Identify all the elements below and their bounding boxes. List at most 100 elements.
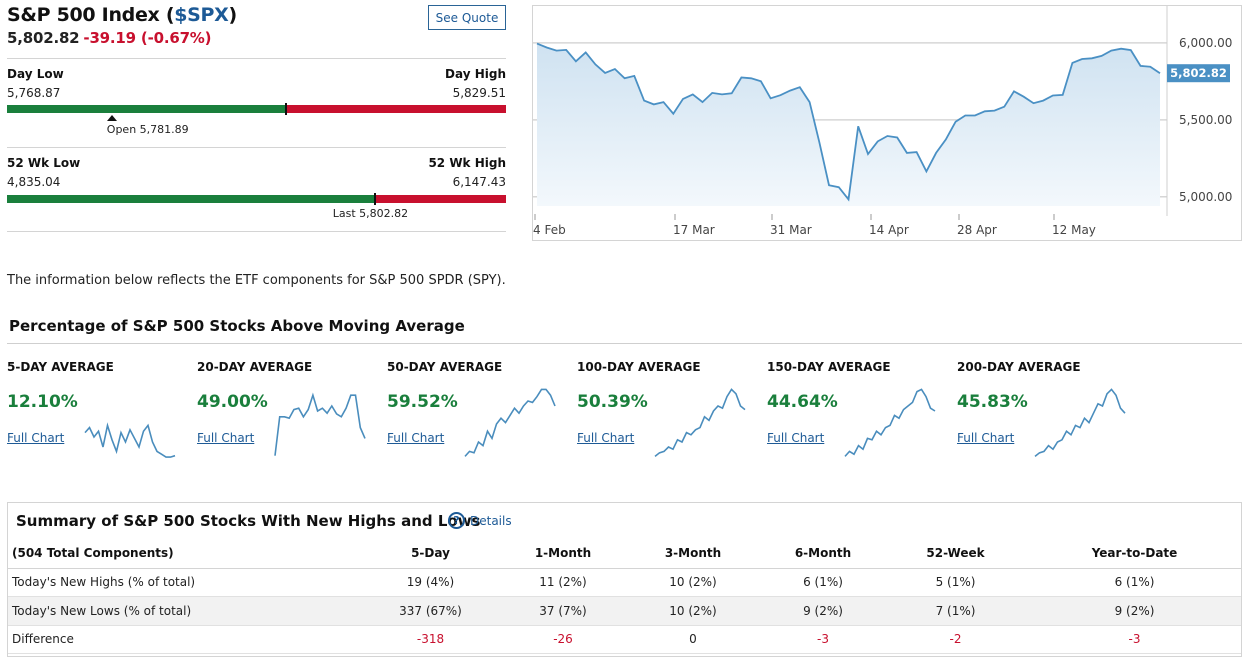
price-line — [536, 42, 1161, 202]
price-chart-svg: 6,000.00 5,500.00 5,000.00 5,802.82 4 Feb 17 … — [533, 6, 1232, 237]
moving-average-label: 50-DAY AVERAGE — [387, 360, 503, 374]
table-cell: -3 — [763, 625, 883, 654]
open-price-text: Open 5,781.89 — [106, 123, 189, 136]
day-low-value: 5,768.87 — [7, 86, 61, 100]
etf-info-text: The information below reflects the ETF c… — [7, 273, 506, 288]
last-value-label: 5,802.82 — [1170, 66, 1227, 80]
column-header: 3-Month — [623, 539, 763, 569]
sparkline — [84, 422, 176, 458]
sparkline-series — [464, 388, 556, 457]
column-header: 52-Week — [883, 539, 1028, 569]
table-cell: 19 (4%) — [358, 568, 503, 597]
new-highs-lows-summary: Summary of S&P 500 Stocks With New Highs… — [7, 502, 1242, 657]
last-price-text: Last 5,802.82 — [332, 207, 409, 220]
table-cell: 6 (1%) — [1028, 568, 1241, 597]
full-chart-link[interactable]: Full Chart — [7, 431, 65, 445]
sparkline-series — [84, 422, 176, 458]
52wk-range-marker — [373, 193, 376, 205]
y-tick-label: 5,500.00 — [1179, 113, 1232, 127]
price-line: 5,802.82 -39.19 (-0.67%) — [7, 29, 211, 47]
sparkline — [274, 392, 366, 456]
help-icon[interactable]: ? — [448, 512, 465, 529]
divider — [7, 231, 506, 232]
sparkline — [844, 388, 936, 457]
moving-average-value: 44.64% — [767, 392, 838, 412]
column-header: 6-Month — [763, 539, 883, 569]
table-cell: -2 — [883, 625, 1028, 654]
x-tick-label: 28 Apr — [957, 223, 997, 237]
row-label: Difference — [8, 625, 358, 654]
column-header: (504 Total Components) — [8, 539, 358, 569]
price-area — [537, 43, 1160, 206]
column-header: 1-Month — [503, 539, 623, 569]
summary-title: Summary of S&P 500 Stocks With New Highs… — [16, 512, 481, 530]
moving-average-label: 20-DAY AVERAGE — [197, 360, 313, 374]
52wk-range-above — [374, 195, 506, 203]
last-price: 5,802.82 — [7, 29, 80, 47]
details-link[interactable]: Details — [470, 514, 512, 528]
moving-average-value: 59.52% — [387, 392, 458, 412]
52wk-low-label: 52 Wk Low — [7, 156, 81, 170]
row-label: Today's New Lows (% of total) — [8, 596, 358, 626]
day-range-below — [7, 105, 287, 113]
52wk-high-value: 6,147.43 — [452, 175, 506, 189]
day-range-above — [286, 105, 506, 113]
table-cell: 10 (2%) — [623, 568, 763, 597]
table-cell: 37 (7%) — [503, 596, 623, 626]
table-row: Today's New Highs (% of total) 19 (4%) 1… — [8, 568, 1241, 597]
moving-average-value: 12.10% — [7, 392, 78, 412]
moving-average-value: 50.39% — [577, 392, 648, 412]
table-row: Today's New Lows (% of total) 337 (67%) … — [8, 596, 1241, 626]
sparkline-series — [274, 392, 366, 456]
open-marker-icon — [106, 115, 117, 121]
full-chart-link[interactable]: Full Chart — [197, 431, 255, 445]
moving-average-label: 200-DAY AVERAGE — [957, 360, 1081, 374]
moving-average-label: 100-DAY AVERAGE — [577, 360, 701, 374]
x-tick-label: 4 Feb — [533, 223, 566, 237]
row-label: Today's New Highs (% of total) — [8, 568, 358, 597]
full-chart-link[interactable]: Full Chart — [957, 431, 1015, 445]
y-tick-label: 6,000.00 — [1179, 36, 1232, 50]
moving-average-label: 150-DAY AVERAGE — [767, 360, 891, 374]
price-chart[interactable]: 6,000.00 5,500.00 5,000.00 5,802.82 4 Feb 17 … — [532, 5, 1242, 241]
x-tick-label: 12 May — [1052, 223, 1096, 237]
x-tick-label: 17 Mar — [673, 223, 715, 237]
table-cell: 7 (1%) — [883, 596, 1028, 626]
highs-lows-table: (504 Total Components) 5-Day 1-Month 3-M… — [8, 539, 1241, 654]
ticker-symbol[interactable]: $SPX — [174, 4, 229, 26]
day-range-bar — [7, 103, 506, 115]
table-cell: 337 (67%) — [358, 596, 503, 626]
table-cell: 0 — [623, 625, 763, 654]
see-quote-button[interactable]: See Quote — [428, 5, 506, 30]
table-cell: -26 — [503, 625, 623, 654]
full-chart-link[interactable]: Full Chart — [387, 431, 445, 445]
table-cell: 11 (2%) — [503, 568, 623, 597]
sparkline-series — [1034, 388, 1126, 458]
sparkline — [654, 388, 746, 458]
table-header-row: (504 Total Components) 5-Day 1-Month 3-M… — [8, 539, 1241, 569]
full-chart-link[interactable]: Full Chart — [577, 431, 635, 445]
sparkline — [464, 388, 556, 457]
divider — [7, 343, 1242, 344]
day-high-label: Day High — [445, 67, 506, 81]
sparkline-series — [654, 388, 746, 458]
52wk-range-bar — [7, 193, 506, 205]
price-change: -39.19 (-0.67%) — [83, 29, 212, 47]
table-cell: 9 (2%) — [763, 596, 883, 626]
y-tick-label: 5,000.00 — [1179, 190, 1232, 204]
day-high-value: 5,829.51 — [452, 86, 506, 100]
table-cell: 6 (1%) — [763, 568, 883, 597]
table-cell: -318 — [358, 625, 503, 654]
52wk-low-value: 4,835.04 — [7, 175, 61, 189]
divider — [7, 147, 506, 148]
moving-average-heading: Percentage of S&P 500 Stocks Above Movin… — [9, 317, 465, 335]
divider — [7, 58, 506, 59]
x-tick-label: 31 Mar — [770, 223, 812, 237]
moving-average-value: 45.83% — [957, 392, 1028, 412]
x-tick-label: 14 Apr — [869, 223, 909, 237]
table-cell: -3 — [1028, 625, 1241, 654]
column-header: Year-to-Date — [1028, 539, 1241, 569]
full-chart-link[interactable]: Full Chart — [767, 431, 825, 445]
table-cell: 9 (2%) — [1028, 596, 1241, 626]
moving-average-value: 49.00% — [197, 392, 268, 412]
